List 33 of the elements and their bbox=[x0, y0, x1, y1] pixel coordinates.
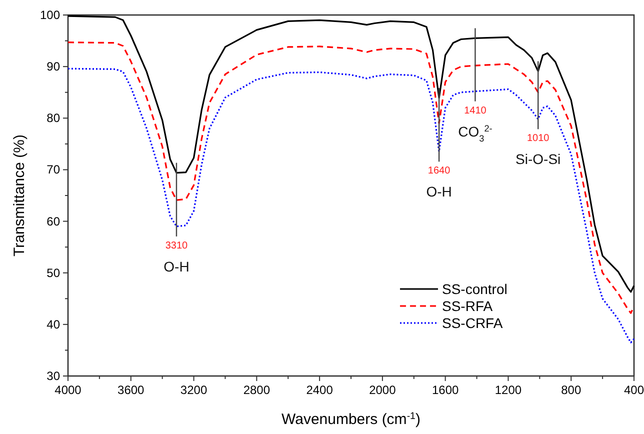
legend-label: SS-RFA bbox=[442, 298, 494, 314]
annotation: Si-O-Si bbox=[516, 151, 561, 168]
y-tick-label: 60 bbox=[46, 214, 60, 228]
x-tick-label: 3600 bbox=[118, 383, 145, 397]
annotation: O-H bbox=[426, 184, 452, 200]
x-tick-label: 3200 bbox=[180, 383, 208, 397]
x-tick-label: 1600 bbox=[432, 383, 460, 397]
x-tick-label: 2800 bbox=[243, 383, 270, 397]
y-tick-label: 50 bbox=[46, 266, 60, 280]
legend-label: SS-control bbox=[442, 281, 508, 297]
ref-line-label: 1410 bbox=[464, 105, 487, 116]
x-tick-label: 4000 bbox=[54, 383, 82, 397]
x-axis-title: Wavenumbers (cm$^{-1}$) bbox=[282, 410, 420, 428]
legend-label: SS-CRFA bbox=[442, 315, 504, 331]
y-axis-title: Transmittance (%) bbox=[11, 134, 28, 256]
x-tick-label: 2000 bbox=[369, 383, 396, 397]
x-tick-label: 800 bbox=[561, 383, 582, 397]
ref-line-label: 1640 bbox=[428, 166, 451, 177]
x-tick-label: 2400 bbox=[306, 383, 334, 397]
ref-line-label: 1010 bbox=[526, 133, 550, 144]
x-tick-label: 400 bbox=[624, 383, 644, 397]
line-series bbox=[67, 15, 635, 293]
x-tick-label: 1200 bbox=[494, 383, 522, 397]
y-tick-label: 90 bbox=[46, 60, 60, 74]
line-series bbox=[67, 42, 635, 314]
y-tick-label: 100 bbox=[40, 8, 60, 22]
y-tick-label: 40 bbox=[46, 317, 60, 332]
y-tick-label: 70 bbox=[46, 162, 60, 177]
line-series bbox=[67, 68, 635, 344]
y-tick-label: 30 bbox=[46, 369, 60, 383]
ref-line-label: 3310 bbox=[165, 240, 188, 252]
y-tick-label: 80 bbox=[46, 111, 60, 126]
annotation: O-H bbox=[164, 258, 190, 274]
